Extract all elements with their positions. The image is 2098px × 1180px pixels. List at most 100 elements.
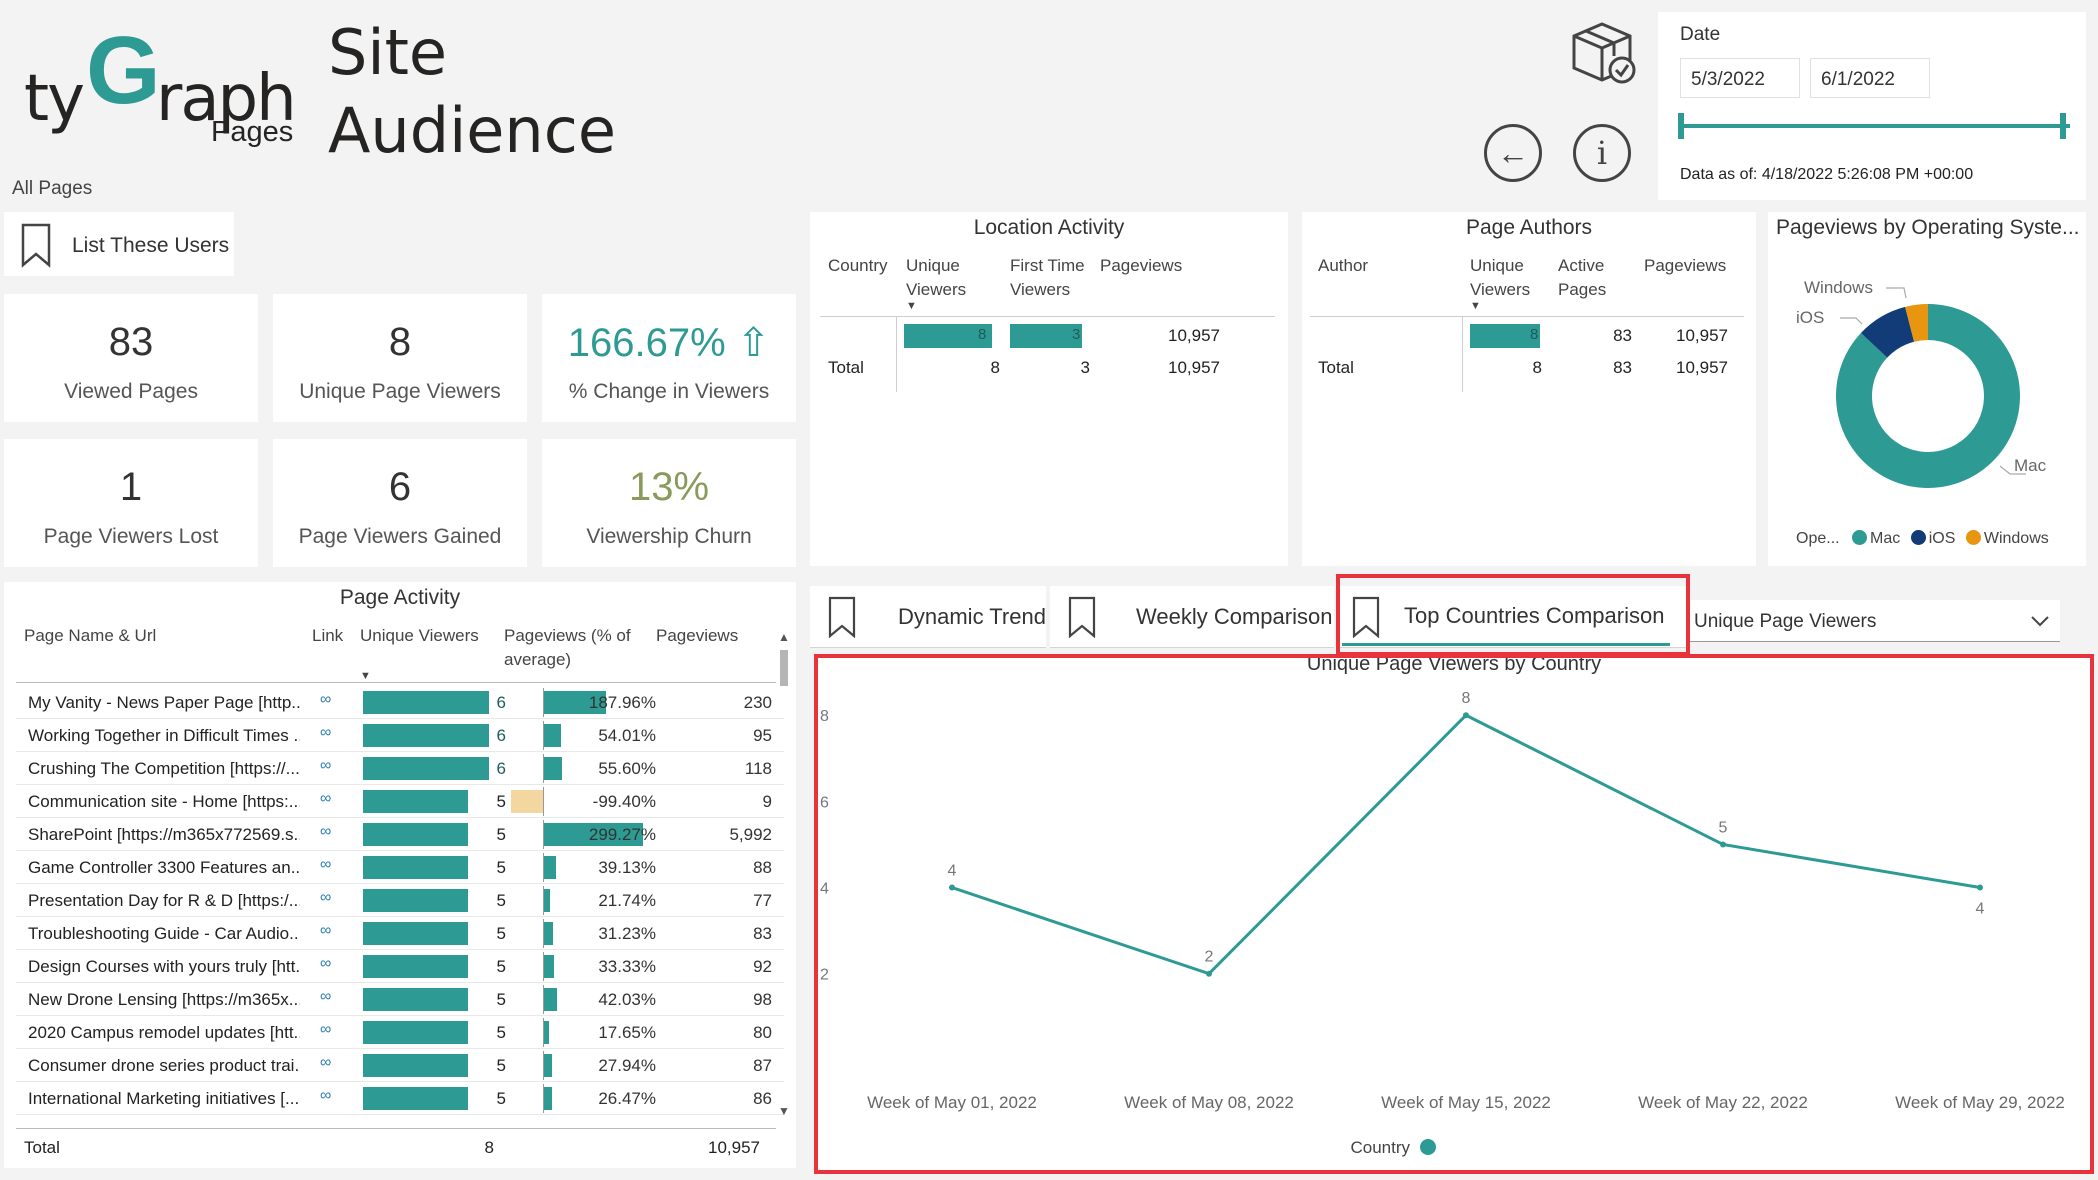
page-name[interactable]: Troubleshooting Guide - Car Audio... <box>28 924 300 943</box>
link-icon[interactable]: ∞ <box>320 1087 332 1104</box>
link-icon[interactable]: ∞ <box>320 823 332 840</box>
legend-ios[interactable]: iOS <box>1928 530 1956 547</box>
legend-mac[interactable]: Mac <box>1870 530 1901 547</box>
page-name[interactable]: 2020 Campus remodel updates [htt... <box>28 1023 300 1042</box>
pageviews-value: 9 <box>762 792 772 811</box>
back-button[interactable]: ← <box>1484 124 1542 182</box>
col-header-first-time[interactable]: First Time Viewers <box>1010 256 1085 299</box>
link-icon[interactable]: ∞ <box>320 955 332 972</box>
col-header-country[interactable]: Country <box>828 256 888 275</box>
col-header-pct-average[interactable]: Pageviews (% of average) <box>504 626 631 669</box>
pct-axis-line <box>543 853 544 882</box>
col-header-unique-viewers[interactable]: Unique Viewers <box>1470 256 1531 299</box>
col-header-pageviews[interactable]: Pageviews <box>656 626 739 645</box>
col-header-pageviews[interactable]: Pageviews <box>1644 256 1727 275</box>
unique-viewers-value: 5 <box>496 825 506 844</box>
table-row[interactable]: Presentation Day for R & D [https:/... ∞ 5… <box>16 884 784 917</box>
pct-average-bar <box>543 691 606 714</box>
date-slider-start-handle[interactable] <box>1678 113 1684 139</box>
legend-windows[interactable]: Windows <box>1983 530 2049 547</box>
scroll-down-icon[interactable]: ▼ <box>778 1104 790 1118</box>
page-name[interactable]: Game Controller 3300 Features an... <box>28 858 300 877</box>
unique-viewers-value: 6 <box>496 759 506 778</box>
end-date-input[interactable]: 6/1/2022 <box>1810 58 1930 98</box>
metric-dropdown[interactable]: Unique Page Viewers <box>1690 600 2060 642</box>
pct-average-value: 21.74% <box>598 891 656 910</box>
link-icon[interactable]: ∞ <box>320 757 332 774</box>
link-icon[interactable]: ∞ <box>320 1054 332 1071</box>
page-name[interactable]: Working Together in Difficult Times ... <box>28 726 300 745</box>
link-icon[interactable]: ∞ <box>320 856 332 873</box>
table-row[interactable]: Working Together in Difficult Times ... ∞… <box>16 719 784 752</box>
bookmark-icon <box>828 596 856 638</box>
legend-title: Ope... <box>1796 530 1840 547</box>
page-name[interactable]: SharePoint [https://m365x772569.s... <box>28 825 300 844</box>
series-line[interactable] <box>951 713 1981 976</box>
date-slider-end-handle[interactable] <box>2060 113 2066 139</box>
table-row[interactable]: My Vanity - News Paper Page [http... ∞ 6 18… <box>16 686 784 719</box>
page-activity-rows: My Vanity - News Paper Page [http... ∞ 6 18… <box>4 686 784 1116</box>
unique-viewers-bar <box>363 922 468 945</box>
start-date-input[interactable]: 5/3/2022 <box>1680 58 1800 98</box>
page-name[interactable]: New Drone Lensing [https://m365x... <box>28 990 300 1009</box>
table-row[interactable]: International Marketing initiatives [...… <box>16 1082 784 1115</box>
table-row[interactable]: New Drone Lensing [https://m365x... ∞ 5 42.… <box>16 983 784 1016</box>
os-label-ios: iOS <box>1796 308 1825 327</box>
donut-slice-mac[interactable] <box>1836 304 2020 488</box>
scrollbar[interactable]: ▲ ▼ <box>778 630 790 1120</box>
unique-viewers-value: 5 <box>496 1056 506 1075</box>
page-name[interactable]: Consumer drone series product trai... <box>28 1056 300 1075</box>
page-name[interactable]: Communication site - Home [https:... <box>28 792 300 811</box>
table-title: Location Activity <box>973 216 1125 239</box>
table-row[interactable]: SharePoint [https://m365x772569.s... ∞ 5 29… <box>16 818 784 851</box>
list-users-button[interactable]: List These Users <box>4 212 234 276</box>
info-button[interactable]: i <box>1573 124 1631 182</box>
table-row[interactable]: 2020 Campus remodel updates [htt... ∞ 5 17.… <box>16 1016 784 1049</box>
tab-dynamic-trend[interactable]: Dynamic Trend <box>810 586 1046 648</box>
col-header-pageviews[interactable]: Pageviews <box>1100 256 1183 275</box>
page-name[interactable]: Crushing The Competition [https://... <box>28 759 300 778</box>
pct-axis-line <box>543 754 544 783</box>
donut-slice-ios[interactable] <box>1860 306 1915 358</box>
link-icon[interactable]: ∞ <box>320 1021 332 1038</box>
data-point[interactable] <box>1206 970 1212 977</box>
col-header-page-name[interactable]: Page Name & Url <box>24 626 157 645</box>
data-point[interactable] <box>1977 884 1983 891</box>
link-icon[interactable]: ∞ <box>320 790 332 807</box>
scroll-up-icon[interactable]: ▲ <box>778 630 790 644</box>
kpi-value: 13% <box>628 465 710 509</box>
data-point[interactable] <box>1720 841 1726 848</box>
data-point[interactable] <box>949 884 955 891</box>
package-check-icon[interactable] <box>1568 20 1638 88</box>
table-row[interactable]: Crushing The Competition [https://... ∞ 6 5… <box>16 752 784 785</box>
col-header-link[interactable]: Link <box>312 626 344 645</box>
link-icon[interactable]: ∞ <box>320 988 332 1005</box>
table-row[interactable]: Game Controller 3300 Features an... ∞ 5 39.… <box>16 851 784 884</box>
date-slider-track[interactable] <box>1680 124 2070 128</box>
page-name[interactable]: Design Courses with yours truly [htt... <box>28 957 300 976</box>
col-header-unique-viewers[interactable]: Unique Viewers <box>360 626 479 645</box>
tab-top-countries-comparison[interactable]: Top Countries Comparison <box>1338 586 1686 648</box>
link-icon[interactable]: ∞ <box>320 922 332 939</box>
link-icon[interactable]: ∞ <box>320 724 332 741</box>
link-icon[interactable]: ∞ <box>320 691 332 708</box>
page-name[interactable]: Presentation Day for R & D [https:/... <box>28 891 300 910</box>
page-name[interactable]: My Vanity - News Paper Page [http... <box>28 693 300 712</box>
table-row[interactable]: Design Courses with yours truly [htt... ∞… <box>16 950 784 983</box>
table-row[interactable]: Communication site - Home [https:... ∞ 5 -9… <box>16 785 784 818</box>
col-header-author[interactable]: Author <box>1318 256 1369 275</box>
col-header-active-pages[interactable]: Active Pages <box>1558 256 1607 299</box>
table-row[interactable]: Consumer drone series product trai... ∞ 5 2… <box>16 1049 784 1082</box>
data-point[interactable] <box>1463 712 1469 719</box>
cell-value: 3 <box>1072 326 1081 343</box>
scrollbar-thumb[interactable] <box>780 650 788 686</box>
link-icon[interactable]: ∞ <box>320 889 332 906</box>
page-name[interactable]: International Marketing initiatives [... <box>28 1089 300 1108</box>
table-row[interactable]: Troubleshooting Guide - Car Audio... ∞ 5 31… <box>16 917 784 950</box>
pageviews-value: 83 <box>753 924 772 943</box>
tab-weekly-comparison[interactable]: Weekly Comparison <box>1050 586 1334 648</box>
col-header-unique-viewers[interactable]: Unique Viewers <box>906 256 967 299</box>
donut-slice-windows[interactable] <box>1905 304 1928 342</box>
legend-marker[interactable] <box>1420 1139 1436 1155</box>
kpi-change-in-viewers: 166.67% ⇧ % Change in Viewers <box>542 294 796 422</box>
